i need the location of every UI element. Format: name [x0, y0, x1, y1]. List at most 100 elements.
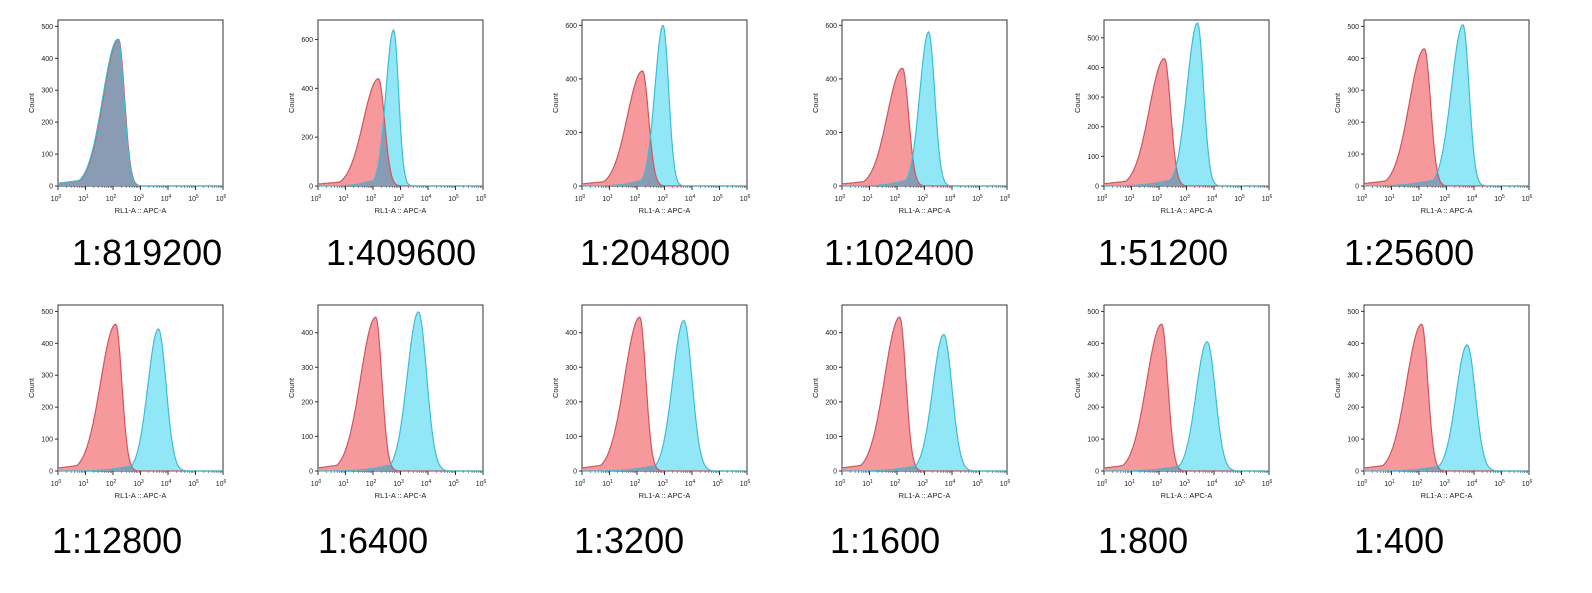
x-tick-label: 103: [393, 479, 404, 488]
control-histogram-area: [1104, 58, 1269, 187]
dilution-caption: 1:6400: [318, 520, 429, 561]
y-axis-label: Count: [287, 377, 296, 398]
x-tick-label: 103: [133, 479, 144, 488]
x-tick-label: 104: [1467, 479, 1478, 488]
y-tick-label: 0: [1355, 184, 1359, 191]
control-histogram-area: [318, 78, 483, 186]
x-tick-label: 101: [1384, 479, 1395, 488]
x-axis-label: RL1-A :: APC-A: [639, 491, 691, 500]
y-tick-label: 200: [565, 399, 577, 406]
x-tick-label: 106: [740, 479, 751, 488]
x-tick-label: 106: [1262, 479, 1273, 488]
x-tick-label: 104: [1207, 194, 1218, 203]
x-tick-label: 101: [602, 479, 613, 488]
histogram-panel: 0 100 200 300 400 100 101 102 103 104 105 106 RL1-A …: [811, 304, 1011, 500]
x-tick-label: 104: [1467, 194, 1478, 203]
y-tick-label: 400: [1087, 341, 1099, 348]
x-tick-label: 101: [78, 479, 89, 488]
y-tick-label: 400: [825, 330, 837, 337]
control-histogram-area: [1364, 324, 1529, 471]
y-tick-label: 500: [1347, 309, 1359, 316]
sample-histogram-area: [1104, 23, 1269, 187]
x-tick-label: 104: [161, 194, 172, 203]
y-tick-label: 300: [1087, 373, 1099, 380]
y-tick-label: 300: [825, 365, 837, 372]
y-axis-label: Count: [811, 92, 820, 113]
y-tick-label: 100: [565, 434, 577, 441]
x-tick-label: 105: [188, 194, 199, 203]
x-tick-label: 104: [685, 194, 696, 203]
sample-histogram-area: [842, 32, 1007, 186]
x-tick-label: 100: [51, 479, 62, 488]
histogram-panel: 0 100 200 300 400 100 101 102 103 104 105 106 RL1-A …: [551, 304, 751, 500]
control-histogram-area: [318, 317, 483, 471]
dilution-caption: 1:409600: [326, 232, 477, 273]
x-tick-label: 103: [393, 194, 404, 203]
x-tick-label: 104: [685, 479, 696, 488]
x-tick-label: 102: [1412, 479, 1423, 488]
x-tick-label: 102: [366, 479, 377, 488]
x-tick-label: 106: [476, 479, 487, 488]
x-tick-label: 102: [106, 194, 117, 203]
y-tick-label: 400: [41, 341, 53, 348]
y-tick-label: 500: [1087, 35, 1099, 42]
sample-histogram-area: [318, 312, 483, 471]
x-tick-label: 100: [1097, 194, 1108, 203]
y-tick-label: 400: [1347, 56, 1359, 63]
y-tick-label: 200: [1087, 124, 1099, 131]
y-tick-label: 400: [825, 76, 837, 83]
x-tick-label: 100: [1357, 479, 1368, 488]
control-histogram-area: [582, 71, 747, 186]
x-tick-label: 105: [1494, 479, 1505, 488]
y-tick-label: 300: [565, 365, 577, 372]
y-tick-label: 500: [1087, 309, 1099, 316]
x-axis-label: RL1-A :: APC-A: [115, 491, 167, 500]
sample-histogram-area: [318, 29, 483, 187]
x-tick-label: 102: [1412, 194, 1423, 203]
dilution-caption: 1:400: [1354, 520, 1445, 561]
x-axis-label: RL1-A :: APC-A: [899, 491, 951, 500]
y-axis-label: Count: [1073, 92, 1082, 113]
y-tick-label: 200: [1087, 405, 1099, 412]
y-tick-label: 600: [825, 23, 837, 30]
y-tick-label: 200: [301, 135, 313, 142]
plot-frame: [1103, 304, 1270, 472]
y-tick-label: 400: [565, 330, 577, 337]
x-tick-label: 106: [1522, 194, 1533, 203]
y-tick-label: 200: [301, 399, 313, 406]
dilution-caption: 1:819200: [72, 232, 223, 273]
y-axis-label: Count: [27, 377, 36, 398]
x-tick-label: 101: [1124, 194, 1135, 203]
control-histogram-area: [1104, 324, 1269, 471]
y-axis-label: Count: [27, 92, 36, 113]
y-tick-label: 0: [573, 184, 577, 191]
x-tick-label: 105: [1494, 194, 1505, 203]
x-tick-label: 106: [1262, 194, 1273, 203]
x-tick-label: 106: [1000, 194, 1011, 203]
x-tick-label: 100: [1357, 194, 1368, 203]
x-tick-label: 103: [133, 194, 144, 203]
dilution-caption: 1:51200: [1098, 232, 1229, 273]
x-tick-label: 105: [1234, 479, 1245, 488]
y-tick-label: 0: [309, 184, 313, 191]
x-tick-label: 102: [630, 194, 641, 203]
x-tick-label: 105: [448, 194, 459, 203]
y-tick-label: 100: [41, 437, 53, 444]
y-axis-label: Count: [551, 377, 560, 398]
y-tick-label: 100: [825, 434, 837, 441]
x-tick-label: 100: [311, 479, 322, 488]
y-tick-label: 500: [41, 24, 53, 31]
y-axis-label: Count: [811, 377, 820, 398]
control-histogram-area: [842, 317, 1007, 471]
x-tick-label: 102: [890, 479, 901, 488]
y-tick-label: 0: [49, 469, 53, 476]
x-axis-label: RL1-A :: APC-A: [115, 206, 167, 215]
x-tick-label: 100: [575, 194, 586, 203]
y-tick-label: 400: [301, 330, 313, 337]
y-tick-label: 0: [573, 469, 577, 476]
x-tick-label: 100: [835, 479, 846, 488]
y-tick-label: 200: [1347, 120, 1359, 127]
dilution-caption: 1:3200: [574, 520, 685, 561]
x-axis-label: RL1-A :: APC-A: [899, 206, 951, 215]
